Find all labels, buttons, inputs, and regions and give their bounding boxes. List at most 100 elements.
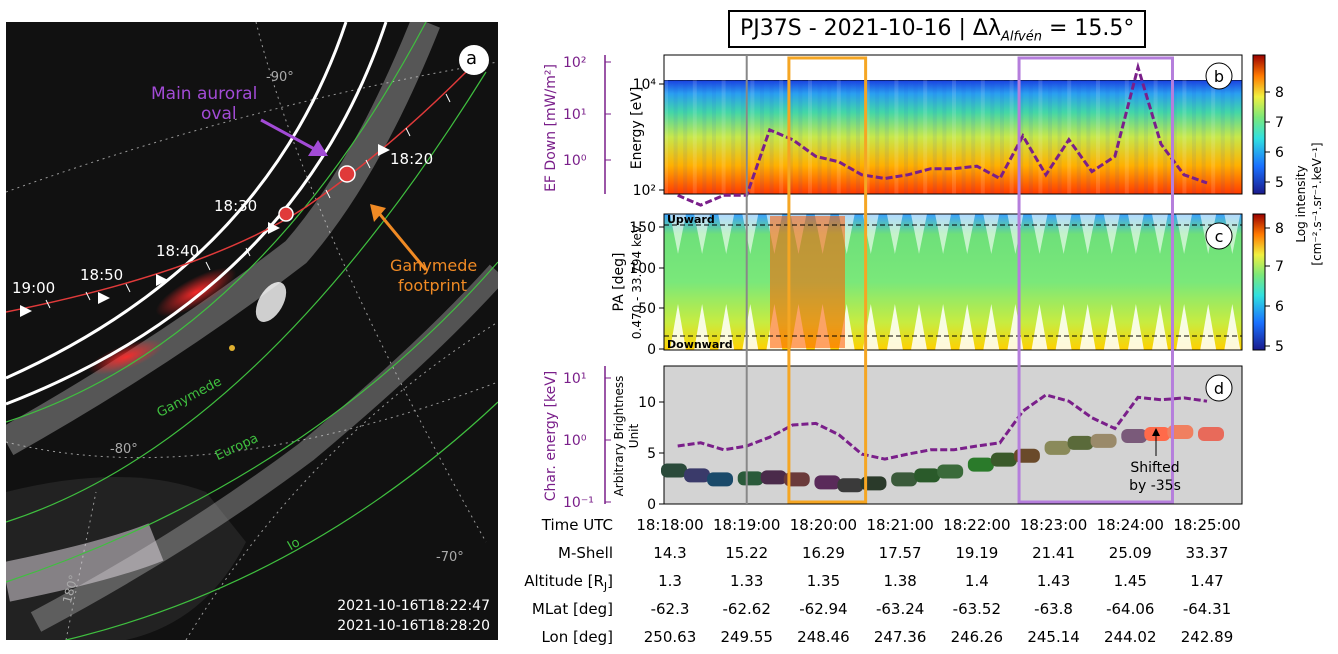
ce-tick: 10⁻¹ — [563, 495, 594, 511]
spectrogram-streak — [913, 80, 918, 194]
grid-lines — [6, 22, 498, 640]
table-cell: 18:23:00 — [1019, 516, 1088, 534]
spectrogram-streak — [712, 80, 716, 194]
spectrogram-streak — [875, 80, 880, 194]
spectrogram-streak — [990, 80, 995, 194]
table-cell: -62.3 — [650, 600, 690, 618]
spectrogram-streak — [932, 80, 937, 194]
brightness-point — [1121, 429, 1148, 443]
spectrogram-streak — [1201, 80, 1206, 194]
ce-axis-label: Char. energy [keV] — [543, 371, 559, 502]
brightness-markers — [661, 425, 1224, 493]
table-cell: -64.31 — [1182, 600, 1232, 618]
panel-letter-a: a — [466, 48, 478, 69]
spectrogram-streak — [740, 80, 745, 194]
time-mark: 18:50 — [80, 266, 124, 284]
pa-patterns — [670, 214, 1241, 350]
lat-label: -80° — [110, 442, 138, 457]
cbar-tick: 7 — [1275, 259, 1284, 275]
ef-tick: 10⁰ — [563, 153, 587, 169]
spectrogram-streak — [942, 80, 947, 194]
spectrogram-streak — [952, 80, 956, 194]
spectrogram-streak — [971, 80, 976, 194]
spectrogram-streak — [683, 80, 688, 194]
ce-tick: 10⁰ — [563, 433, 587, 449]
table-cell: 246.26 — [950, 628, 1004, 646]
cbar-tick: 6 — [1275, 299, 1284, 315]
colorbar-b — [1252, 54, 1266, 195]
spectrogram-streak — [846, 80, 851, 194]
table-cell: 1.47 — [1190, 572, 1224, 590]
auroral-image-panel: a Main auroral oval Ganymede footprint 1… — [6, 22, 498, 640]
table-cell: 242.89 — [1180, 628, 1234, 646]
brightness-point — [937, 464, 964, 479]
table-cell: 18:24:00 — [1096, 516, 1164, 534]
time-mark: 18:30 — [214, 197, 258, 215]
brightness-point — [684, 468, 711, 483]
pa-gap — [1031, 214, 1048, 254]
pa-gap — [1055, 304, 1072, 350]
pa-gap — [694, 304, 711, 350]
table-cell: 247.36 — [873, 628, 927, 646]
table-row: M-Shell 14.3 15.22 16.29 17.57 19.19 21.41 25.0… — [505, 540, 1338, 568]
time-triangles — [20, 144, 390, 317]
spectrogram-streak — [1211, 80, 1216, 194]
spectrogram-streak — [1124, 80, 1129, 194]
pa-gap — [911, 304, 927, 350]
spectrogram-streak — [664, 80, 668, 194]
brightness-point — [1044, 440, 1071, 455]
pa-gap — [959, 304, 976, 350]
b-ylabel: Energy [eV] — [629, 87, 645, 170]
row-label: Altitude [RJ] — [524, 572, 613, 593]
spectrogram-streak — [750, 80, 755, 194]
table-cell: 14.3 — [653, 544, 687, 562]
row-label-end: ] — [607, 572, 613, 590]
main-oval-arrow — [260, 118, 321, 154]
table-cell: 245.14 — [1027, 628, 1080, 646]
spectrogram-panels: b c d 10⁴ 10² Energy [eV] 10² 10¹ 10⁰ EF… — [543, 54, 1324, 512]
brightness-point — [837, 478, 864, 493]
spectrogram-streak — [808, 80, 812, 194]
colorbar-label-2: [cm⁻².s⁻¹.sr⁻¹.keV⁻¹] — [1310, 142, 1324, 265]
spectrogram-streak — [856, 80, 860, 194]
table-cell: 1.45 — [1113, 572, 1147, 590]
spectrogram-streak — [980, 80, 985, 194]
highlight-box-orange — [787, 56, 868, 504]
pa-gap — [1152, 304, 1168, 350]
table-cell: 15.22 — [725, 544, 769, 562]
table-cell: 25.09 — [1108, 544, 1152, 562]
main-oval-label-1: Main auroral — [151, 84, 258, 104]
colorbar-c — [1252, 213, 1266, 351]
table-row: Time UTC 18:18:00 18:19:00 18:20:00 18:21:00… — [505, 512, 1338, 540]
ef-tick: 10¹ — [563, 107, 586, 123]
table-cell: -64.06 — [1106, 600, 1155, 618]
ef-down-line — [677, 61, 1208, 207]
spectrogram-streak — [1000, 80, 1004, 194]
brightness-point — [967, 457, 994, 472]
colorbar-label-1: Log intensity — [1294, 165, 1308, 242]
spectrogram-streak — [1096, 80, 1100, 194]
time-mark: 18:20 — [390, 150, 434, 168]
pa-gap — [1200, 304, 1217, 350]
footprint-marker — [278, 206, 294, 222]
spectrogram-streak — [1048, 80, 1052, 194]
ef-axis-label: EF Down [mW/m²] — [543, 64, 559, 192]
panel-letter-d: d — [1214, 379, 1224, 398]
table-cell: 1.38 — [883, 572, 917, 590]
red-aurora-blob — [88, 339, 164, 375]
brightness-point — [891, 472, 918, 487]
table-cell: 18:21:00 — [866, 516, 934, 534]
row-label: Time UTC — [542, 516, 613, 534]
table-cell: 244.02 — [1104, 628, 1157, 646]
spectrogram-streak — [1144, 80, 1148, 194]
brightness-point — [914, 468, 941, 483]
panel-letter-c: c — [1215, 227, 1224, 246]
brightness-point — [814, 475, 841, 490]
ganymede-dot — [229, 345, 235, 351]
table-row: Lon [deg] 250.63 249.55 248.46 247.36 246.26 2… — [505, 624, 1338, 652]
cbar-tick: 5 — [1275, 339, 1284, 355]
pitch-angle-spectrogram — [664, 214, 1242, 350]
brightness-point — [1090, 433, 1117, 448]
pa-gap — [1127, 214, 1144, 254]
row-label-sub: J — [603, 580, 608, 593]
